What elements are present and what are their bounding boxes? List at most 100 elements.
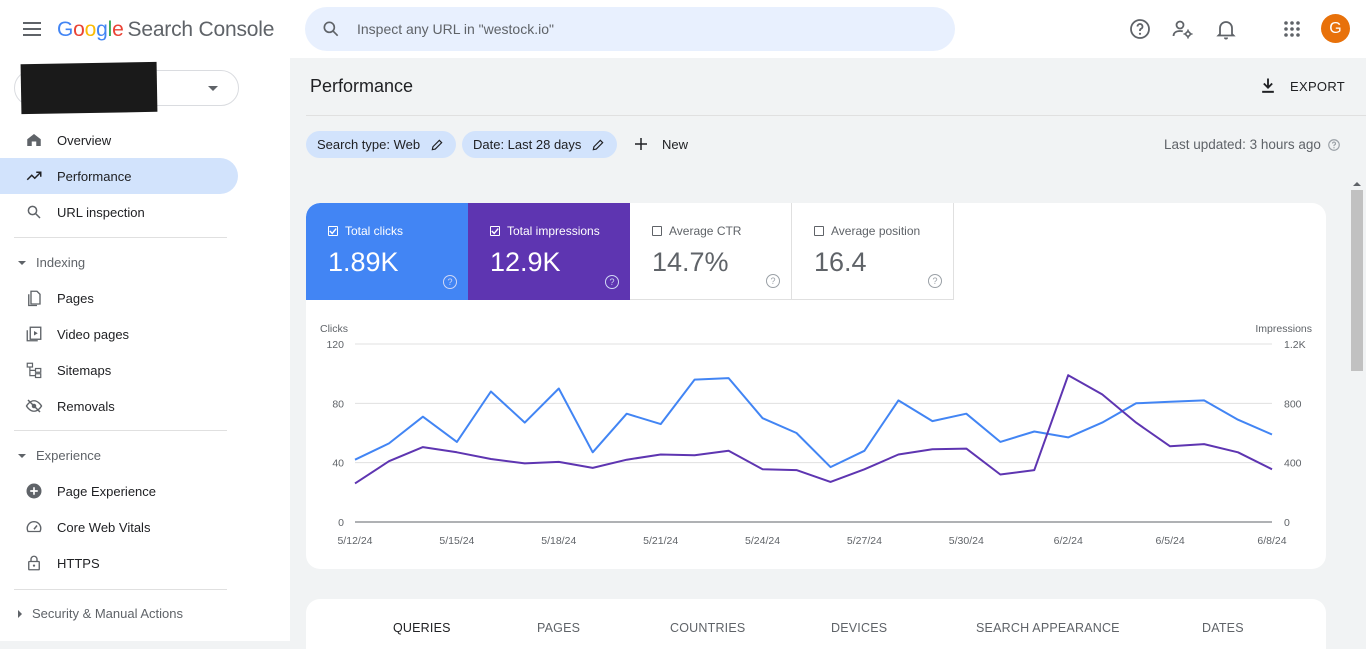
y-tick-left: 40	[332, 458, 344, 470]
checkbox-unchecked-icon[interactable]	[652, 226, 662, 236]
y-tick-right: 0	[1284, 517, 1290, 529]
search-icon	[27, 205, 41, 219]
sidebar-divider	[14, 430, 227, 431]
sidebar-item-page-experience[interactable]: Page Experience	[0, 473, 238, 509]
home-icon	[27, 134, 41, 146]
sidebar-section-security[interactable]: Security & Manual Actions	[18, 606, 183, 621]
sidebar-item-core-web-vitals[interactable]: Core Web Vitals	[0, 509, 238, 545]
help-icon[interactable]: ?	[605, 275, 619, 289]
sidebar-item-url-inspection[interactable]: URL inspection	[0, 194, 238, 230]
sidebar-section-experience[interactable]: Experience	[18, 448, 101, 463]
url-inspection-search[interactable]	[305, 7, 955, 51]
page-title: Performance	[310, 76, 414, 96]
x-tick-label: 5/24/24	[745, 535, 780, 547]
notifications-icon[interactable]	[1214, 17, 1238, 41]
trending-up-icon	[26, 171, 42, 181]
x-tick-label: 6/5/24	[1156, 535, 1185, 547]
y-tick-left: 80	[332, 398, 344, 410]
scroll-up-arrow-icon[interactable]	[1352, 180, 1362, 187]
apps-grid-icon[interactable]	[1280, 17, 1304, 41]
tab-search-appearance[interactable]: SEARCH APPEARANCE	[976, 621, 1120, 635]
checkbox-checked-icon[interactable]	[328, 226, 338, 236]
sitemap-icon	[26, 362, 42, 379]
metric-average-ctr[interactable]: Average CTR 14.7% ?	[630, 203, 792, 300]
checkbox-unchecked-icon[interactable]	[814, 226, 824, 236]
tab-dates[interactable]: DATES	[1202, 621, 1244, 635]
last-updated-text: Last updated: 3 hours ago	[1164, 137, 1341, 152]
scrollbar-thumb[interactable]	[1351, 190, 1363, 371]
sidebar-divider	[14, 237, 227, 238]
new-filter-button[interactable]: New	[632, 135, 688, 153]
right-axis-title: Impressions	[1255, 323, 1312, 335]
metric-total-impressions[interactable]: Total impressions 12.9K ?	[468, 203, 630, 300]
x-tick-label: 5/30/24	[949, 535, 984, 547]
help-icon[interactable]	[1327, 138, 1341, 152]
help-icon[interactable]: ?	[443, 275, 457, 289]
x-tick-label: 6/2/24	[1054, 535, 1083, 547]
sidebar-item-overview[interactable]: Overview	[0, 122, 238, 158]
sidebar	[0, 58, 290, 641]
dropdown-arrow-icon	[208, 86, 218, 91]
property-selector[interactable]	[14, 61, 239, 115]
header-divider	[306, 115, 1366, 116]
metric-average-position[interactable]: Average position 16.4 ?	[792, 203, 954, 300]
lock-icon	[28, 555, 40, 571]
manage-users-icon[interactable]	[1171, 17, 1195, 41]
product-name: Search Console	[127, 18, 275, 41]
filter-chip-date[interactable]: Date: Last 28 days	[462, 131, 618, 158]
tab-countries[interactable]: COUNTRIES	[670, 621, 746, 635]
x-tick-label: 6/8/24	[1257, 535, 1286, 547]
pages-icon	[28, 290, 41, 307]
edit-icon	[431, 139, 443, 150]
tab-devices[interactable]: DEVICES	[831, 621, 888, 635]
collapse-icon	[18, 453, 26, 458]
tab-pages[interactable]: PAGES	[537, 621, 581, 635]
export-button[interactable]: EXPORT	[1258, 76, 1345, 96]
x-tick-label: 5/12/24	[337, 535, 372, 547]
removals-icon	[25, 399, 43, 413]
sidebar-section-indexing[interactable]: Indexing	[18, 255, 85, 270]
filter-chip-search-type[interactable]: Search type: Web	[306, 131, 457, 158]
help-icon[interactable]	[1128, 17, 1152, 41]
account-avatar[interactable]: G	[1321, 14, 1350, 43]
tab-queries[interactable]: QUERIES	[393, 621, 451, 635]
page-experience-icon	[26, 483, 42, 499]
collapse-icon	[18, 260, 26, 265]
expand-icon	[18, 609, 22, 618]
series-line-impressions	[354, 374, 1273, 485]
sidebar-item-video-pages[interactable]: Video pages	[0, 316, 238, 352]
plus-icon	[635, 138, 647, 150]
sidebar-item-https[interactable]: HTTPS	[0, 545, 238, 581]
sidebar-divider	[14, 589, 227, 590]
y-tick-right: 1.2K	[1284, 339, 1306, 351]
y-tick-left: 0	[338, 517, 344, 529]
y-tick-right: 800	[1284, 398, 1302, 410]
sidebar-item-sitemaps[interactable]: Sitemaps	[0, 352, 238, 388]
help-icon[interactable]: ?	[928, 274, 942, 288]
metric-total-clicks[interactable]: Total clicks 1.89K ?	[306, 203, 468, 300]
edit-icon	[592, 139, 604, 150]
download-icon	[1262, 78, 1274, 93]
search-input[interactable]	[357, 21, 917, 37]
sidebar-item-removals[interactable]: Removals	[0, 388, 238, 424]
dimension-tabs: QUERIES PAGES COUNTRIES DEVICES SEARCH A…	[306, 599, 1326, 649]
sidebar-item-performance[interactable]: Performance	[0, 158, 238, 194]
app-logo[interactable]: Google Search Console	[57, 18, 275, 41]
checkbox-checked-icon[interactable]	[490, 226, 500, 236]
left-axis-title: Clicks	[320, 323, 348, 335]
menu-icon[interactable]	[20, 17, 44, 41]
x-tick-label: 5/27/24	[847, 535, 882, 547]
y-tick-right: 400	[1284, 458, 1302, 470]
y-tick-left: 120	[326, 339, 344, 351]
x-tick-label: 5/21/24	[643, 535, 678, 547]
x-tick-label: 5/15/24	[439, 535, 474, 547]
performance-chart: 0 0 40 400 80 800 120 1.2K Clicks Impressions 5/12…	[320, 323, 1312, 547]
redacted-property-name	[20, 61, 158, 115]
speed-icon	[26, 521, 42, 533]
x-tick-label: 5/18/24	[541, 535, 576, 547]
sidebar-item-pages[interactable]: Pages	[0, 280, 238, 316]
video-pages-icon	[26, 326, 42, 342]
search-icon	[323, 21, 339, 37]
help-icon[interactable]: ?	[766, 274, 780, 288]
